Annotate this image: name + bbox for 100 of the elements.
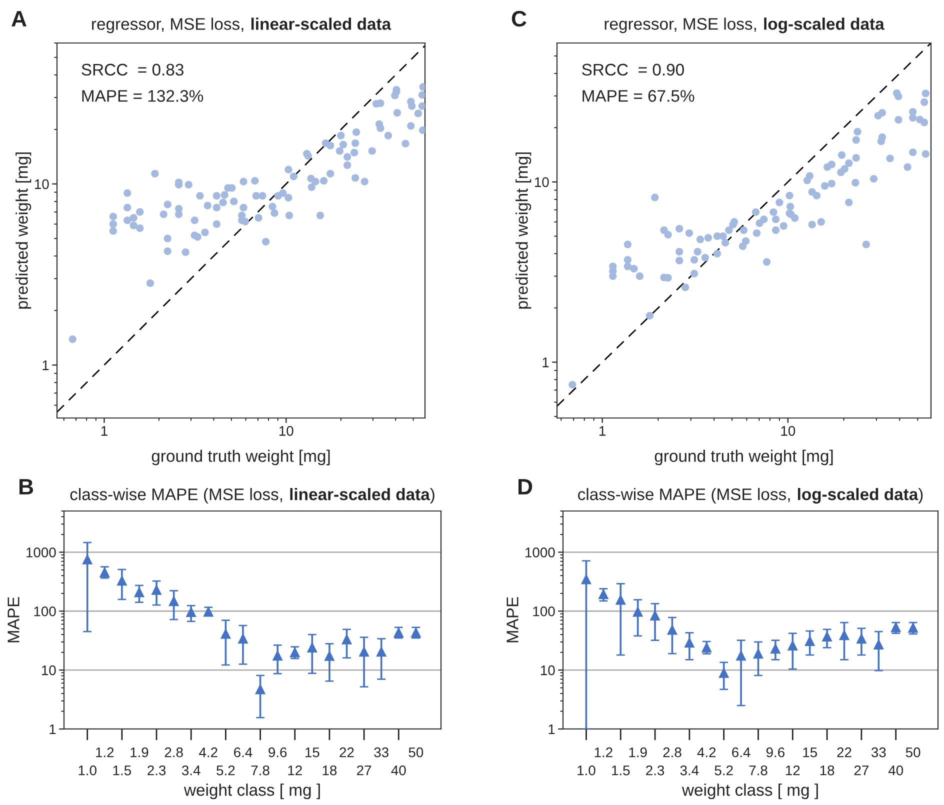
point xyxy=(272,650,282,661)
point xyxy=(152,585,162,595)
y-tick-label: 10 xyxy=(534,177,549,188)
x-tick-label: 2.3 xyxy=(148,765,166,776)
point xyxy=(238,634,248,644)
point xyxy=(650,610,660,620)
x-tick-label: 27 xyxy=(357,765,372,776)
point xyxy=(134,588,144,598)
point xyxy=(684,638,694,648)
x-tick-label: 27 xyxy=(854,765,868,776)
x-tick-label: 1.2 xyxy=(594,747,612,758)
point xyxy=(788,640,798,650)
chart-title: regressor, MSE loss, log-scaled data xyxy=(604,18,884,34)
x-tick-label: 3.4 xyxy=(680,765,699,776)
point xyxy=(874,640,884,650)
x-tick-label: 2.3 xyxy=(646,765,664,776)
point xyxy=(186,607,196,618)
point xyxy=(376,646,386,657)
x-axis-title: ground truth weight [mg] xyxy=(654,450,833,466)
x-tick-label: 18 xyxy=(322,765,337,776)
point xyxy=(804,636,815,646)
point xyxy=(117,576,127,586)
annotation: SRCC = 0.83 xyxy=(82,64,184,76)
point xyxy=(736,650,746,661)
x-tick-label: 50 xyxy=(408,747,424,758)
x-tick-label: 22 xyxy=(837,747,852,758)
point xyxy=(856,634,866,644)
point xyxy=(718,668,729,678)
x-tick-label: 4.2 xyxy=(697,747,716,758)
point xyxy=(342,634,352,644)
text: D xyxy=(518,479,532,494)
point xyxy=(753,648,764,659)
x-tick-label: 33 xyxy=(374,747,388,758)
x-tick-label: 22 xyxy=(340,747,354,758)
point xyxy=(822,632,832,642)
y-tick-label: 1 xyxy=(50,724,56,734)
x-tick-label: 9.6 xyxy=(766,747,784,758)
y-tick-label: 100 xyxy=(34,606,56,616)
x-tick-label: 1.0 xyxy=(78,765,96,776)
x-tick-label: 1.2 xyxy=(96,747,114,758)
x-tick-label: 1 xyxy=(600,426,606,436)
x-tick-label: 3.4 xyxy=(182,765,200,776)
x-tick-label: 5.2 xyxy=(714,765,733,776)
x-tick-label: 15 xyxy=(306,748,320,758)
x-tick-label: 7.8 xyxy=(749,765,768,776)
y-tick-label: 1 xyxy=(548,724,555,734)
point xyxy=(632,607,643,617)
x-tick-label: 12 xyxy=(288,765,302,776)
point xyxy=(168,596,179,606)
point xyxy=(220,629,231,639)
x-tick-label: 50 xyxy=(906,747,920,758)
point xyxy=(598,589,608,600)
y-axis-title: predicted weight [mg] xyxy=(16,152,32,309)
point xyxy=(82,554,92,564)
point xyxy=(616,595,626,605)
x-tick-label: 1.5 xyxy=(612,766,630,776)
point xyxy=(255,684,266,694)
y-tick-label: 100 xyxy=(533,606,555,616)
text: B xyxy=(19,479,34,494)
y-axis-title: MAPE xyxy=(506,597,518,642)
annotation: SRCC = 0.90 xyxy=(582,64,684,76)
chart-title: class-wise MAPE (MSE loss, log-scaled data) xyxy=(578,488,923,504)
x-axis-title: weight class [ mg ] xyxy=(682,784,818,800)
x-tick-label: 40 xyxy=(391,765,406,776)
y-axis-title: MAPE xyxy=(8,597,20,642)
point xyxy=(307,642,318,653)
y-tick-label: 1000 xyxy=(26,548,56,558)
x-tick-label: 33 xyxy=(871,747,886,758)
x-tick-label: 1 xyxy=(101,426,108,436)
x-tick-label: 2.8 xyxy=(164,747,183,758)
x-tick-label: 4.2 xyxy=(199,747,218,758)
annotation: MAPE = 67.5% xyxy=(582,90,694,102)
x-tick-label: 1.5 xyxy=(113,766,132,776)
y-tick-label: 10 xyxy=(42,665,56,676)
text: C xyxy=(512,10,526,27)
x-tick-label: 1.9 xyxy=(130,747,148,758)
y-tick-label: 1 xyxy=(42,360,49,370)
text: A xyxy=(12,11,26,26)
y-tick-label: 10 xyxy=(34,179,49,190)
point xyxy=(770,644,780,654)
point xyxy=(839,630,850,640)
x-tick-label: 6.4 xyxy=(732,747,750,758)
x-tick-label: 40 xyxy=(888,765,904,776)
point xyxy=(667,625,678,635)
x-axis-title: weight class [ mg ] xyxy=(184,784,320,800)
x-tick-label: 18 xyxy=(820,765,834,776)
annotation: MAPE = 132.3% xyxy=(82,90,204,102)
x-tick-label: 9.6 xyxy=(268,747,287,758)
x-tick-label: 1.9 xyxy=(629,747,647,758)
x-tick-label: 15 xyxy=(803,748,817,758)
point xyxy=(581,574,592,584)
x-tick-label: 10 xyxy=(279,426,294,436)
x-tick-label: 5.2 xyxy=(216,765,235,776)
y-axis-title: predicted weight [mg] xyxy=(516,152,532,309)
x-tick-label: 7.8 xyxy=(251,765,270,776)
point xyxy=(324,651,334,661)
x-tick-label: 2.8 xyxy=(663,747,682,758)
x-axis-title: ground truth weight [mg] xyxy=(152,450,330,466)
x-tick-label: 6.4 xyxy=(234,747,252,758)
y-tick-label: 10 xyxy=(540,665,555,676)
